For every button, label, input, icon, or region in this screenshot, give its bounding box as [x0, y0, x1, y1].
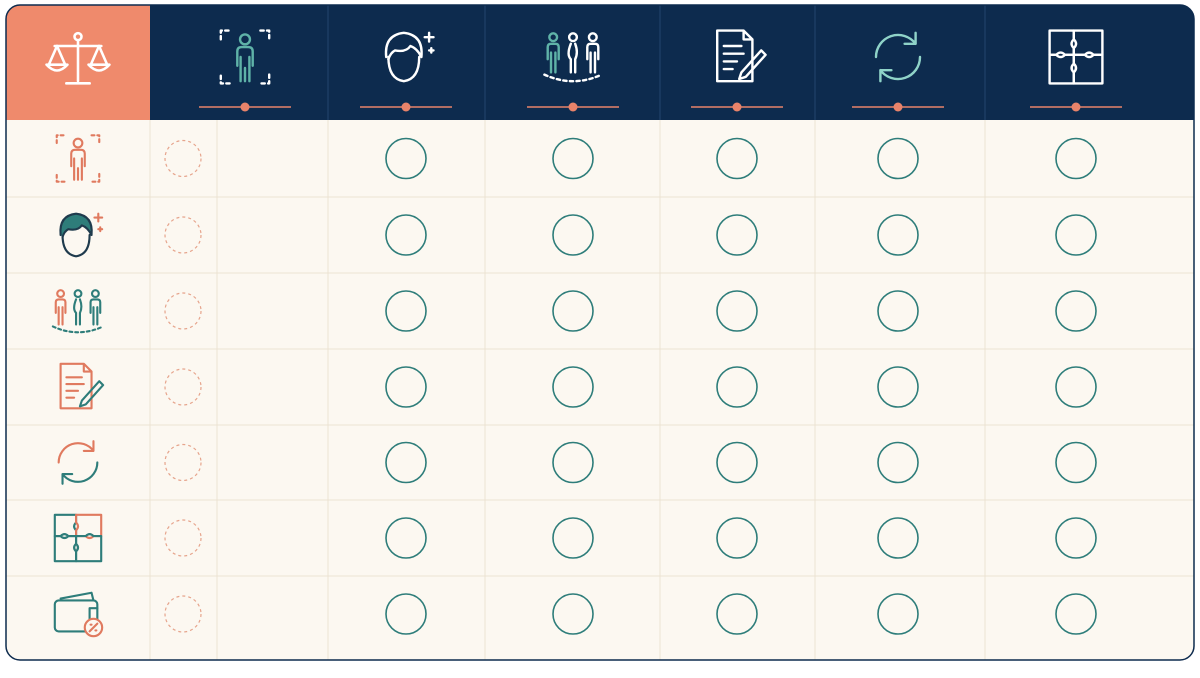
matrix-cell: [552, 441, 594, 484]
matrix-cell: [1055, 517, 1097, 559]
matrix-cell: [385, 517, 427, 559]
matrix-cell: [877, 290, 919, 332]
board-body: [6, 5, 1194, 660]
matrix-cell: [716, 441, 758, 484]
matrix-cell: [716, 517, 758, 559]
matrix-cell: [1055, 137, 1097, 180]
grid-layer: [6, 5, 1194, 660]
matrix-cell: [552, 517, 594, 559]
matrix-cell: [716, 214, 758, 256]
header-slider-knob: [1071, 102, 1081, 112]
matrix-cell: [877, 517, 919, 559]
placeholder-cell: [164, 216, 202, 254]
matrix-cell: [1055, 214, 1097, 256]
matrix-cell: [1055, 290, 1097, 332]
matrix-cell: [877, 593, 919, 635]
placeholder-cell: [164, 292, 202, 330]
placeholder-cell: [164, 368, 202, 406]
matrix-cell: [552, 290, 594, 332]
matrix-cell: [716, 137, 758, 180]
matrix-cell: [385, 214, 427, 256]
matrix-cell: [877, 214, 919, 256]
matrix-cell: [385, 593, 427, 635]
board-border: [5, 4, 1195, 661]
matrix-cell: [716, 366, 758, 408]
header-slider-knob: [568, 102, 578, 112]
matrix-cell: [552, 137, 594, 180]
matrix-cell: [716, 290, 758, 332]
matrix-cell: [385, 366, 427, 408]
matrix-cell: [877, 366, 919, 408]
placeholder-cell: [164, 519, 202, 557]
placeholder-cell: [164, 139, 202, 178]
matrix-cell: [552, 366, 594, 408]
header-slider-knob: [240, 102, 250, 112]
header-slider-knob: [401, 102, 411, 112]
header-slider-knob: [893, 102, 903, 112]
placeholder-cell: [164, 595, 202, 633]
matrix-cell: [877, 441, 919, 484]
matrix-cell: [385, 137, 427, 180]
matrix-cell: [385, 290, 427, 332]
header-band: [6, 5, 1194, 120]
matrix-cell: [1055, 366, 1097, 408]
matrix-cell: [877, 137, 919, 180]
matrix-cell: [552, 214, 594, 256]
matrix-cell: [716, 593, 758, 635]
matrix-cell: [1055, 441, 1097, 484]
matrix-cell: [385, 441, 427, 484]
placeholder-cell: [164, 443, 202, 482]
header-slider-knob: [732, 102, 742, 112]
matrix-cell: [1055, 593, 1097, 635]
matrix-cell: [552, 593, 594, 635]
